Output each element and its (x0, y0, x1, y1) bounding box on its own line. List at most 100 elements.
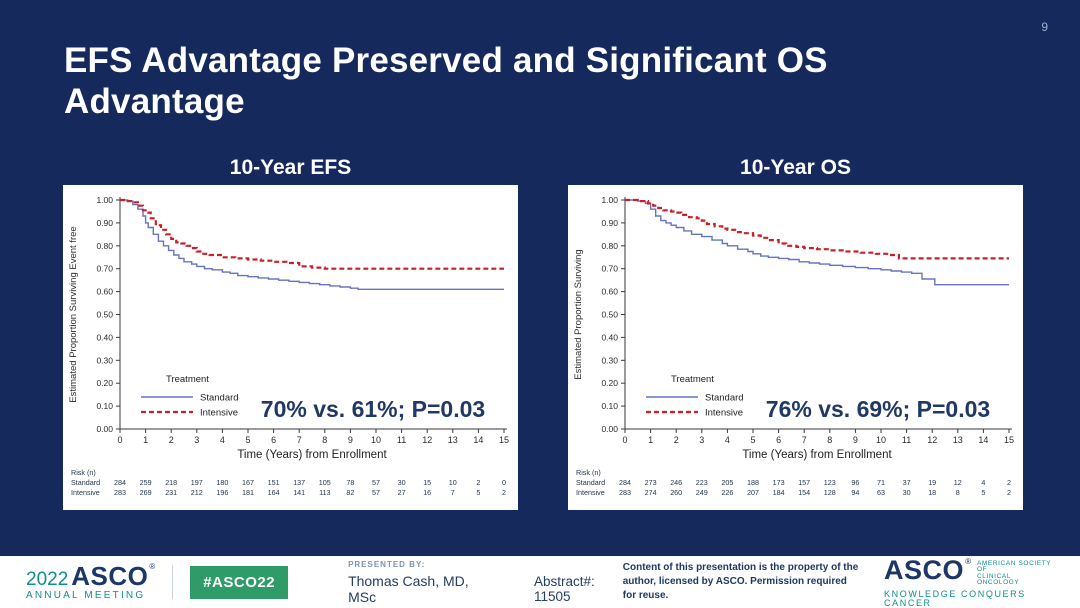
svg-text:96: 96 (851, 478, 859, 487)
svg-text:7: 7 (802, 435, 807, 445)
svg-text:137: 137 (293, 478, 305, 487)
svg-text:0.20: 0.20 (601, 378, 618, 388)
svg-text:15: 15 (499, 435, 509, 445)
svg-text:10: 10 (449, 478, 457, 487)
legend: Treatment Standard Intensive (141, 374, 239, 419)
asco-wordmark: ASCO (884, 554, 965, 585)
svg-text:218: 218 (165, 478, 177, 487)
svg-text:141: 141 (293, 488, 305, 497)
svg-text:14: 14 (473, 435, 483, 445)
svg-text:10: 10 (876, 435, 886, 445)
asco-annual-meeting-logo: 2022 ASCO ® ANNUAL MEETING (26, 563, 155, 601)
svg-text:27: 27 (398, 488, 406, 497)
svg-text:6: 6 (271, 435, 276, 445)
svg-text:5: 5 (476, 488, 480, 497)
svg-text:105: 105 (319, 478, 331, 487)
asco-annual-meeting-logo-top: 2022 ASCO ® (26, 561, 155, 591)
asco-society-logo: ASCO ® AMERICAN SOCIETY OF CLINICAL ONCO… (884, 554, 1054, 608)
efs-chart-block: 10-Year EFS 0.00 0.10 0.20 0.30 0.40 0.50 0.60… (63, 156, 518, 510)
svg-text:4: 4 (220, 435, 225, 445)
copyright-notice: Content of this presentation is the prop… (623, 561, 862, 603)
axes: 0.00 0.10 0.20 0.30 0.40 0.50 0.60 0.70 0.80 0.90… (601, 195, 1014, 445)
legend: Treatment Standard Intensive (646, 374, 744, 419)
svg-text:259: 259 (140, 478, 152, 487)
os-chart-title: 10-Year OS (740, 156, 851, 179)
svg-text:3: 3 (194, 435, 199, 445)
svg-text:0.50: 0.50 (601, 310, 618, 320)
svg-text:0: 0 (117, 435, 122, 445)
svg-text:197: 197 (191, 478, 203, 487)
svg-text:5: 5 (245, 435, 250, 445)
svg-text:0.70: 0.70 (601, 264, 618, 274)
svg-text:164: 164 (268, 488, 280, 497)
svg-text:207: 207 (747, 488, 759, 497)
svg-text:154: 154 (798, 488, 810, 497)
svg-text:4: 4 (981, 478, 985, 487)
svg-text:Standard: Standard (705, 393, 744, 404)
svg-text:76% vs. 69%; P=0.03: 76% vs. 69%; P=0.03 (766, 396, 990, 422)
svg-text:Estimated Proportion Surviving: Estimated Proportion Surviving (573, 249, 584, 379)
slide-title: EFS Advantage Preserved and Significant … (64, 41, 828, 122)
svg-text:Intensive: Intensive (705, 408, 743, 419)
svg-text:Time (Years) from Enrollment: Time (Years) from Enrollment (237, 449, 387, 461)
efs-chart-panel: 0.00 0.10 0.20 0.30 0.40 0.50 0.60 0.70 0.80 0.90… (63, 185, 518, 510)
presenter-name: Thomas Cash, MD, MSc (348, 572, 469, 605)
page-number: 9 (1041, 20, 1048, 34)
svg-text:205: 205 (721, 478, 733, 487)
footer-divider (172, 565, 174, 599)
svg-text:82: 82 (346, 488, 354, 497)
svg-text:5: 5 (981, 488, 985, 497)
svg-text:13: 13 (448, 435, 458, 445)
svg-text:Time (Years) from Enrollment: Time (Years) from Enrollment (742, 449, 892, 461)
svg-text:273: 273 (645, 478, 657, 487)
svg-text:16: 16 (423, 488, 431, 497)
svg-text:9: 9 (853, 435, 858, 445)
svg-text:5: 5 (750, 435, 755, 445)
svg-text:8: 8 (956, 488, 960, 497)
curve-standard (120, 199, 504, 290)
svg-text:11: 11 (397, 435, 406, 445)
svg-text:180: 180 (216, 478, 228, 487)
registered-mark-icon: ® (965, 556, 971, 566)
svg-text:223: 223 (696, 478, 708, 487)
svg-text:2: 2 (169, 435, 174, 445)
svg-text:269: 269 (140, 488, 152, 497)
svg-text:Standard: Standard (71, 478, 100, 487)
svg-text:246: 246 (670, 478, 682, 487)
svg-text:167: 167 (242, 478, 254, 487)
presented-by-label: PRESENTED BY: (348, 559, 426, 569)
meeting-name: ASCO (71, 561, 149, 591)
svg-text:3: 3 (699, 435, 704, 445)
os-chart-block: 10-Year OS 0.00 0.10 0.20 0.30 0.40 0.50 0.60 0… (568, 156, 1023, 510)
asco-society-name-line1: AMERICAN SOCIETY OF (976, 559, 1052, 573)
svg-text:2: 2 (476, 478, 480, 487)
curve-standard (625, 199, 1009, 286)
svg-text:12: 12 (927, 435, 937, 445)
svg-text:0.30: 0.30 (96, 355, 113, 365)
svg-text:10: 10 (371, 435, 381, 445)
svg-text:Treatment: Treatment (166, 374, 209, 385)
curve-intensive (120, 198, 504, 270)
svg-text:6: 6 (776, 435, 781, 445)
svg-text:15: 15 (1004, 435, 1014, 445)
svg-text:157: 157 (798, 478, 810, 487)
svg-text:Intensive: Intensive (576, 488, 605, 497)
svg-text:0.90: 0.90 (601, 218, 618, 228)
os-chart-panel: 0.00 0.10 0.20 0.30 0.40 0.50 0.60 0.70 0.80 0.90… (568, 185, 1023, 510)
annotation: 70% vs. 61%; P=0.03 (261, 396, 485, 422)
svg-text:0.30: 0.30 (601, 355, 618, 365)
svg-text:283: 283 (619, 488, 631, 497)
svg-text:2: 2 (1007, 488, 1011, 497)
svg-text:188: 188 (747, 478, 759, 487)
svg-text:9: 9 (348, 435, 353, 445)
svg-text:1: 1 (143, 435, 148, 445)
svg-text:2: 2 (674, 435, 679, 445)
svg-text:Risk (n): Risk (n) (71, 468, 96, 477)
axes: 0.00 0.10 0.20 0.30 0.40 0.50 0.60 0.70 0.80 0.90… (96, 195, 509, 445)
svg-text:0.40: 0.40 (96, 332, 113, 342)
svg-text:2: 2 (502, 488, 506, 497)
svg-text:Risk (n): Risk (n) (576, 468, 601, 477)
svg-text:212: 212 (191, 488, 203, 497)
svg-text:0: 0 (622, 435, 627, 445)
svg-text:283: 283 (114, 488, 126, 497)
